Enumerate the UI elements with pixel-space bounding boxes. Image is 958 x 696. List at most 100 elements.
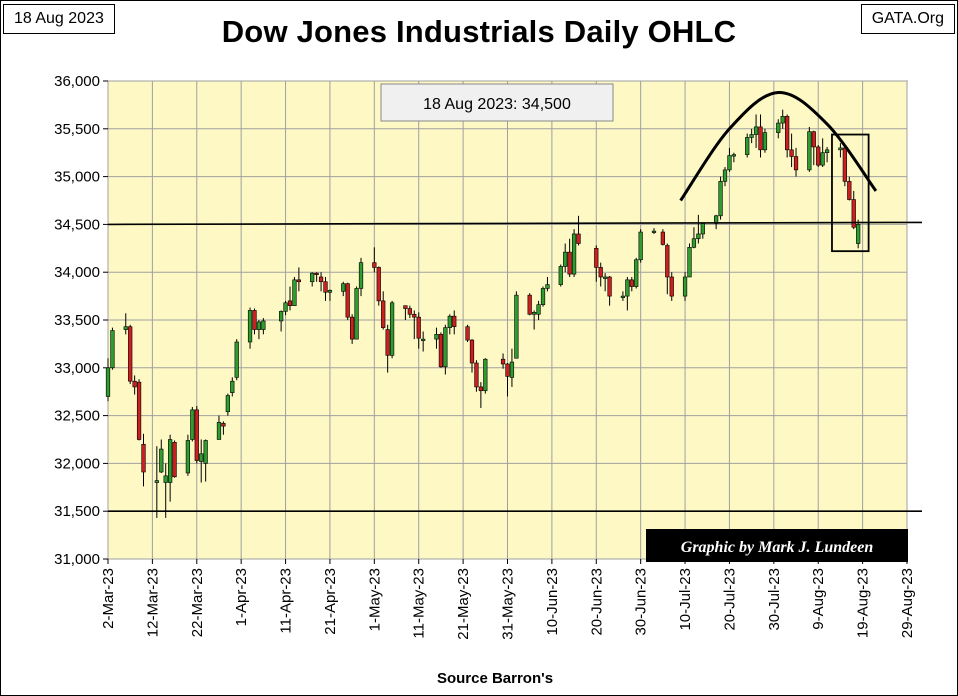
candle — [136, 379, 142, 441]
candle — [527, 293, 532, 316]
candle-body — [283, 302, 288, 312]
candle — [514, 291, 519, 359]
candle-body — [669, 276, 674, 297]
candle — [141, 433, 146, 487]
candle — [731, 152, 737, 163]
candle-body — [199, 453, 204, 462]
candle-body — [141, 443, 146, 473]
candle — [310, 272, 315, 287]
x-tick-label: 9-Aug-23 — [810, 568, 827, 630]
credit-badge: Graphic by Mark J. Lundeen — [646, 529, 908, 562]
candle — [132, 375, 137, 395]
candle-body — [247, 310, 253, 343]
candle — [465, 324, 470, 342]
candle — [576, 215, 581, 246]
candle-body — [318, 276, 324, 283]
candle-body — [838, 147, 843, 151]
candle-body — [731, 154, 737, 157]
candle-body — [567, 251, 572, 275]
candle — [856, 219, 861, 249]
x-tick-label: 20-Jul-23 — [721, 568, 738, 631]
candle — [696, 214, 701, 244]
candle-body — [691, 238, 697, 248]
candle-body — [540, 288, 546, 306]
candle-body — [789, 149, 794, 157]
candle — [811, 130, 816, 166]
horizontal-level-line — [107, 221, 923, 226]
candle — [372, 247, 377, 273]
price-label-text: 18 Aug 2023: 34,500 — [423, 96, 571, 113]
candle-body — [327, 290, 333, 293]
candle — [478, 382, 483, 408]
candle-body — [753, 126, 759, 135]
candle-body — [190, 409, 195, 440]
candle-body — [651, 230, 657, 233]
y-tick-label: 34,000 — [54, 264, 100, 281]
candle — [318, 272, 324, 292]
highlight-box — [831, 133, 870, 253]
candle-body — [811, 131, 816, 148]
y-tick-label: 31,500 — [54, 503, 100, 520]
y-tick-label: 35,500 — [54, 121, 100, 138]
candle-body — [687, 247, 692, 278]
candle-body — [532, 312, 537, 315]
candle — [381, 291, 386, 330]
candle — [194, 406, 199, 464]
candle — [447, 314, 452, 335]
candle — [216, 415, 222, 440]
source-label: Source Barron's — [436, 670, 554, 687]
candle-body — [358, 262, 364, 289]
candle — [536, 300, 541, 320]
candle-body — [793, 156, 799, 171]
candle — [598, 262, 603, 287]
candle — [385, 324, 390, 373]
candle-body — [576, 233, 581, 244]
candle — [154, 446, 159, 518]
candle — [296, 267, 301, 292]
y-tick-label: 32,500 — [54, 408, 100, 425]
candle-body — [221, 422, 226, 427]
candle — [620, 291, 626, 301]
candle — [842, 147, 847, 187]
candle-body — [509, 361, 515, 378]
candle — [665, 243, 670, 295]
candle-body — [478, 386, 483, 392]
candle-body — [345, 283, 350, 318]
candle — [225, 393, 230, 416]
candle-body — [185, 440, 191, 474]
y-tick-label: 33,500 — [54, 312, 100, 329]
candle-body — [696, 233, 701, 240]
candle-body — [261, 320, 266, 330]
candle-body — [474, 362, 479, 388]
candle — [172, 440, 177, 478]
candle — [412, 310, 417, 340]
candle — [389, 300, 395, 359]
candle — [256, 320, 262, 340]
candle-body — [168, 439, 173, 483]
candle-body — [421, 338, 426, 341]
candle-body — [785, 116, 790, 151]
candle — [443, 324, 448, 375]
candle — [607, 276, 612, 306]
candle — [469, 339, 475, 373]
candle-body — [816, 146, 821, 166]
candle — [247, 307, 253, 349]
candle — [163, 463, 168, 518]
candle-body — [132, 380, 137, 388]
candle-body — [225, 395, 230, 413]
candle — [749, 128, 754, 144]
candle — [230, 377, 235, 397]
candlestick-series — [105, 109, 861, 518]
candle — [168, 434, 173, 502]
candle — [416, 312, 421, 349]
candle — [629, 276, 634, 292]
candle-body — [563, 251, 568, 267]
candle-body — [718, 181, 723, 217]
candle-body — [856, 224, 861, 244]
candle — [722, 167, 728, 187]
y-tick-label: 34,500 — [54, 216, 100, 233]
candle — [669, 272, 674, 301]
candle — [252, 308, 257, 335]
candle — [847, 176, 852, 201]
